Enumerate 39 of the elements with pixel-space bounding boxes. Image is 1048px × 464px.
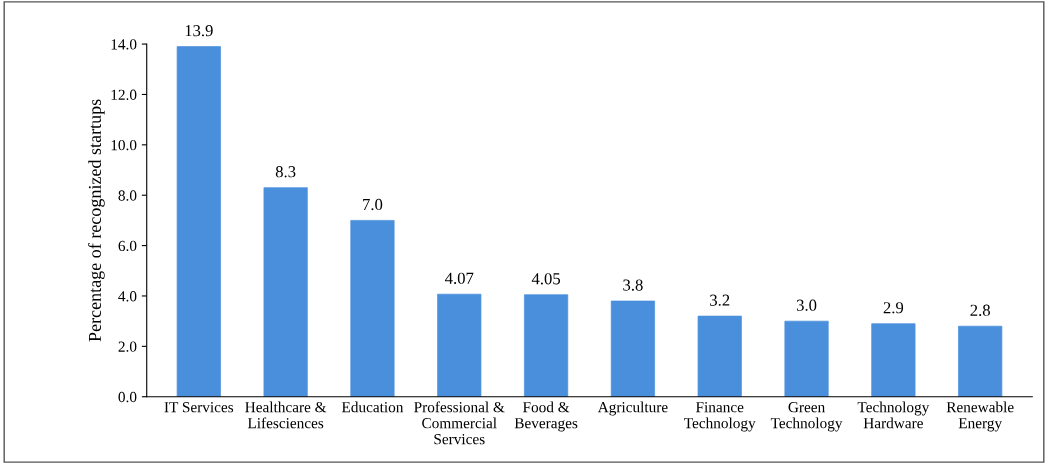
- data-label: 4.05: [531, 273, 561, 285]
- data-label: 3.0: [796, 299, 817, 311]
- bar: [263, 187, 308, 397]
- x-tick-label: Technology Hardware: [857, 401, 930, 429]
- data-label: 13.9: [185, 25, 213, 37]
- x-tick-label: Professional & Commercial Services: [414, 401, 505, 445]
- y-tick-label: 14.0: [111, 39, 137, 50]
- y-tick-label: 8.0: [118, 190, 137, 201]
- x-tick-label: Food & Beverages: [514, 401, 578, 432]
- x-tick-label: IT Services: [164, 402, 234, 413]
- x-tick-label: Renewable Energy: [946, 401, 1014, 432]
- bar: [871, 323, 916, 397]
- bar: [784, 320, 829, 397]
- y-tick-label: 12.0: [111, 89, 137, 100]
- bar: [350, 220, 395, 397]
- bar: [176, 46, 221, 397]
- bar: [524, 294, 569, 397]
- y-tick-label: 2.0: [118, 341, 137, 352]
- bar: [697, 315, 742, 397]
- data-label: 2.8: [970, 304, 990, 316]
- y-axis-title: Percentage of recognized startups: [88, 99, 105, 342]
- bar: [610, 300, 655, 397]
- bar: [437, 293, 482, 397]
- data-label: 7.0: [363, 198, 383, 211]
- x-tick-label: Green Technology: [770, 402, 843, 432]
- x-tick-label: Education: [341, 401, 404, 413]
- y-tick-label: 10.0: [111, 139, 137, 151]
- y-tick-label: 4.0: [118, 291, 137, 302]
- y-tick-label: 6.0: [118, 240, 137, 252]
- data-label: 8.3: [275, 166, 296, 178]
- x-tick-label: Agriculture: [597, 401, 668, 416]
- data-label: 3.8: [623, 279, 643, 291]
- x-tick-label: Finance Technology: [684, 402, 756, 432]
- data-label: 3.2: [710, 294, 730, 306]
- data-label: 4.07: [445, 272, 474, 284]
- y-tick-label: 0.0: [118, 391, 137, 403]
- data-label: 2.9: [883, 302, 904, 314]
- x-tick-label: Healthcare & Lifesciences: [245, 401, 327, 429]
- bar: [958, 325, 1003, 397]
